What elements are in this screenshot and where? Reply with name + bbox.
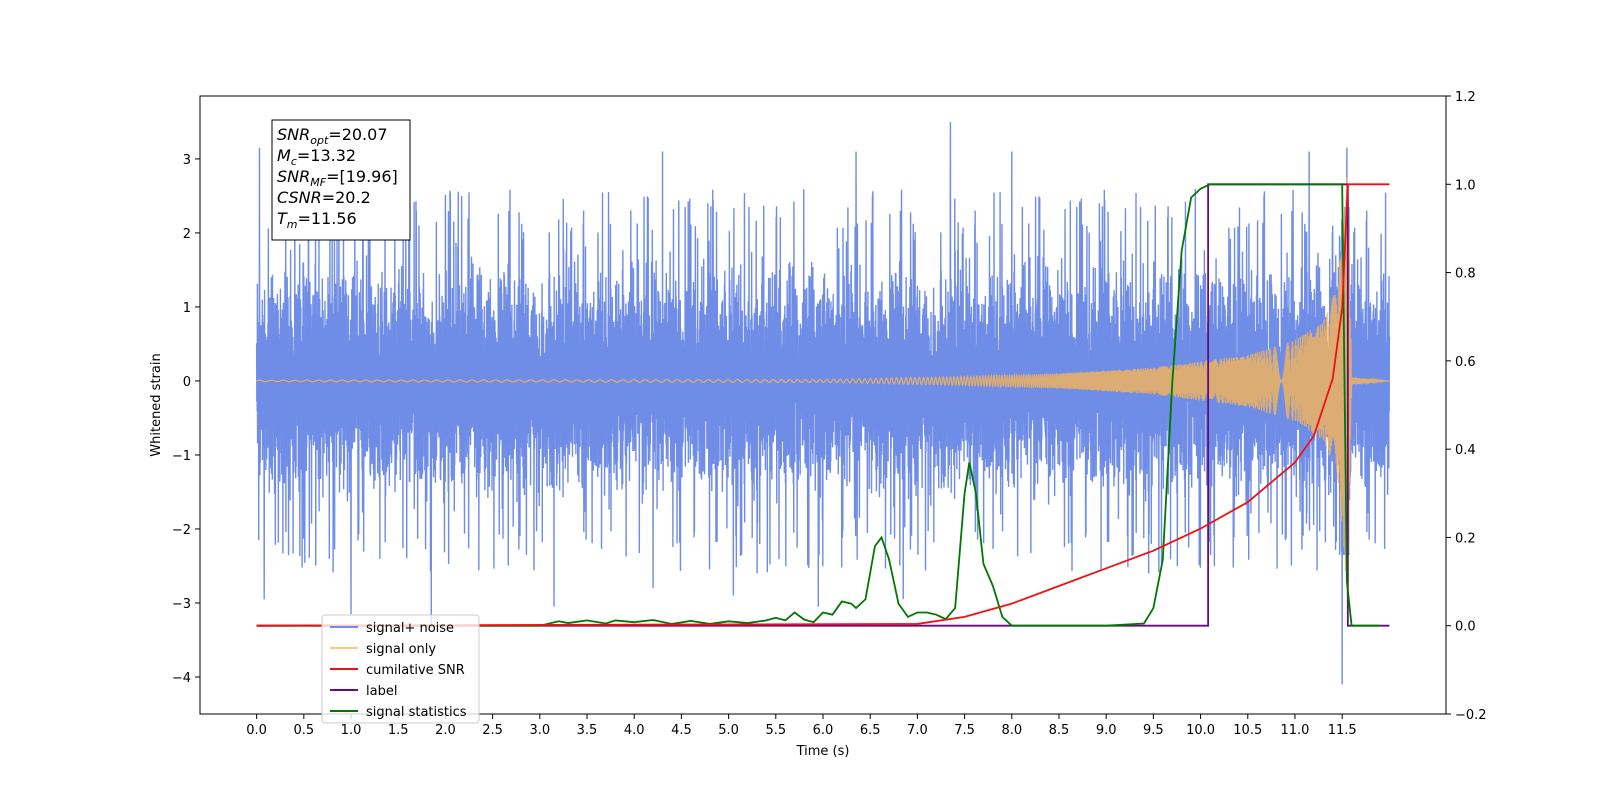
- x-tick-label: 4.0: [624, 723, 645, 738]
- y2-tick-label: 0.0: [1455, 620, 1476, 635]
- x-axis-title: Time (s): [796, 744, 850, 759]
- series-signal-noise: [255, 121, 1391, 685]
- x-tick-label: 4.5: [671, 723, 692, 738]
- legend-label: label: [366, 684, 397, 699]
- annotation-line: Tm=11.56: [277, 209, 357, 231]
- x-tick-label: 5.5: [765, 723, 786, 738]
- annotation-box: SNRopt=20.07Mc=13.32SNRMF=[19.96]CSNR=20…: [271, 119, 411, 241]
- x-tick-label: 7.5: [954, 723, 975, 738]
- x-tick-label: 10.5: [1233, 723, 1262, 738]
- x-tick-label: 10.0: [1186, 723, 1215, 738]
- y-tick-label: −3: [172, 597, 191, 612]
- y-axis-title: Whitened strain: [149, 353, 164, 456]
- y-axis-right: −0.2 0.0 0.2 0.4 0.6 0.8 1.0 1.2: [1446, 90, 1487, 723]
- y2-tick-label: −0.2: [1455, 708, 1487, 723]
- series-layer: [255, 121, 1391, 685]
- x-tick-label: 6.5: [860, 723, 881, 738]
- x-tick-label: 1.5: [388, 723, 409, 738]
- y-tick-label: −2: [172, 523, 191, 538]
- x-tick-label: 7.0: [907, 723, 928, 738]
- x-tick-label: 3.0: [529, 723, 550, 738]
- legend: signal+ noise signal only cumilative SNR la…: [321, 614, 480, 724]
- y2-tick-label: 1.2: [1455, 90, 1476, 105]
- annotation-line: Mc=13.32: [277, 146, 356, 168]
- x-tick-label: 2.0: [435, 723, 456, 738]
- y-tick-label: 2: [183, 227, 191, 242]
- x-tick-label: 8.0: [1001, 723, 1022, 738]
- legend-label: cumilative SNR: [366, 663, 465, 678]
- y2-tick-label: 0.6: [1455, 355, 1476, 370]
- x-tick-label: 9.5: [1143, 723, 1164, 738]
- series-signal-statistics: [256, 183, 1380, 627]
- x-tick-label: 11.0: [1280, 723, 1309, 738]
- y2-tick-label: 0.8: [1455, 267, 1476, 282]
- x-tick-label: 9.0: [1096, 723, 1117, 738]
- annotation-frame: [271, 119, 411, 241]
- annotation-line: CSNR=20.2: [277, 188, 371, 207]
- x-tick-label: 0.5: [293, 723, 314, 738]
- annotation-line: SNRopt=20.07: [277, 125, 388, 147]
- y-tick-label: −4: [172, 671, 191, 686]
- annotation-line: SNRMF=[19.96]: [277, 167, 398, 189]
- x-tick-label: 0.0: [246, 723, 267, 738]
- y-tick-label: 1: [183, 301, 191, 316]
- x-tick-label: 2.5: [482, 723, 503, 738]
- y2-tick-label: 1.0: [1455, 178, 1476, 193]
- x-tick-label: 8.5: [1049, 723, 1070, 738]
- legend-label: signal only: [366, 642, 436, 657]
- y-tick-label: −1: [172, 449, 191, 464]
- series-cumulative-snr: [256, 183, 1390, 627]
- x-tick-label: 1.0: [341, 723, 362, 738]
- y-tick-label: 3: [183, 153, 191, 168]
- x-tick-label: 6.0: [813, 723, 834, 738]
- x-tick-label: 11.5: [1328, 723, 1357, 738]
- y-axis-left: −4 −3 −2 −1 0 1 2 3: [172, 153, 200, 686]
- series-signal-only: [256, 177, 1390, 597]
- legend-label: signal+ noise: [366, 621, 454, 636]
- y-tick-label: 0: [183, 375, 191, 390]
- x-axis: 0.0 0.5 1.0 1.5 2.0 2.5 3.0 3.5 4.0 4.5 5.0 5.5 6.0 6…: [246, 714, 1357, 738]
- x-tick-label: 5.0: [718, 723, 739, 738]
- legend-frame: [321, 614, 480, 724]
- y2-tick-label: 0.2: [1455, 531, 1476, 546]
- legend-label: signal statistics: [366, 705, 467, 720]
- x-tick-label: 3.5: [577, 723, 598, 738]
- y2-tick-label: 0.4: [1455, 443, 1476, 458]
